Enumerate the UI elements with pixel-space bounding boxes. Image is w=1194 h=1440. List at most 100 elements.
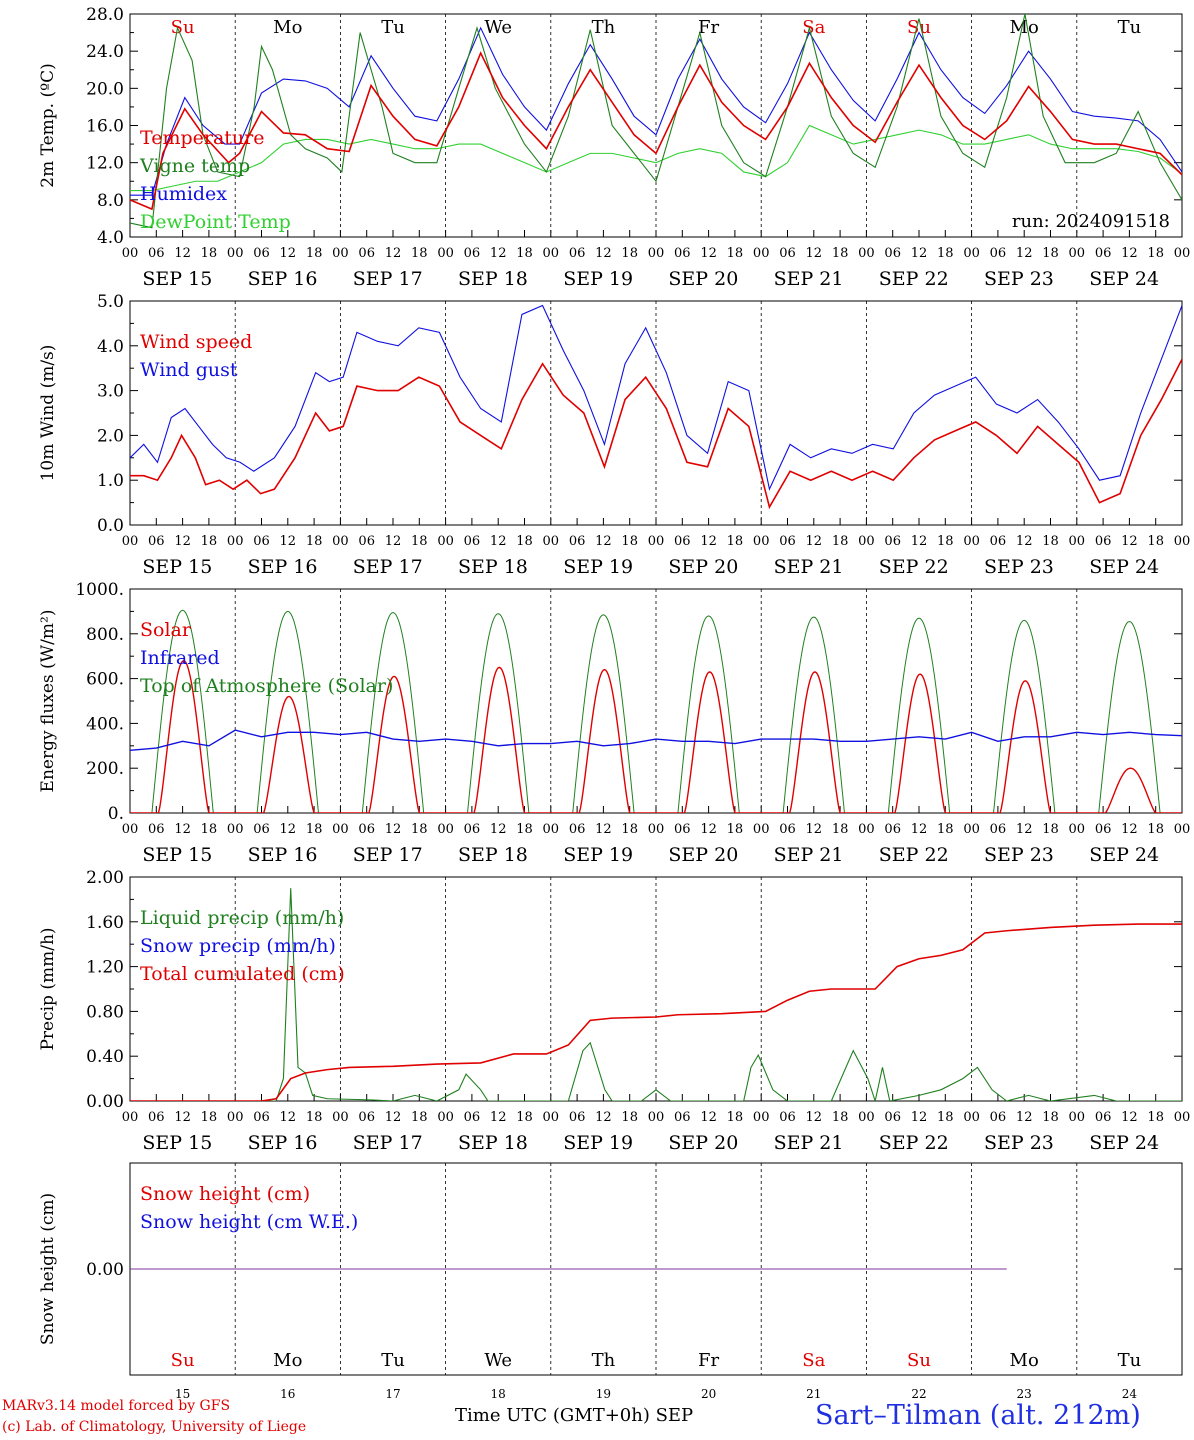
x-hour-label: 12	[911, 1110, 928, 1125]
weekday-label: Su	[907, 17, 931, 38]
x-hour-label: 06	[674, 534, 691, 549]
legend-item: Snow height (cm W.E.)	[140, 1211, 358, 1233]
x-hour-label: 12	[1121, 246, 1138, 261]
x-hour-label: 12	[700, 246, 717, 261]
y-axis-title: Precip (mm/h)	[38, 927, 58, 1050]
x-hour-label: 06	[1095, 1110, 1112, 1125]
x-hour-label: 00	[753, 822, 770, 837]
x-hour-label: 00	[543, 822, 560, 837]
panel-precip: 0.00 0.40 0.80 1.20 1.60 2.00 Precip (mm/h) 00 0…	[38, 868, 1190, 1154]
panel-frame	[129, 300, 1183, 526]
x-hour-label: 18	[411, 246, 428, 261]
x-hour-label: 12	[1121, 822, 1138, 837]
wind-lines	[130, 304, 1182, 510]
x-date-label: SEP 15	[142, 1132, 212, 1154]
legend-item: Wind gust	[140, 359, 238, 381]
y-tick-label: 0.0	[97, 516, 124, 536]
series-dewpoint-temp	[130, 124, 1182, 192]
x-hour-label: 00	[648, 822, 665, 837]
x-date-label: SEP 18	[458, 556, 528, 578]
weekday-label: Tu	[1118, 17, 1142, 38]
x-hour-label: 00	[963, 246, 980, 261]
legend-item: Humidex	[140, 183, 227, 205]
x-date-label: SEP 19	[563, 556, 633, 578]
y-tick-label: 4.0	[97, 337, 124, 357]
x-hour-label: 18	[832, 822, 849, 837]
x-hour-label: 12	[806, 1110, 823, 1125]
y-axis-title: Energy fluxes (W/m²)	[38, 610, 58, 793]
x-hour-label: 18	[937, 822, 954, 837]
x-hour-label: 12	[700, 534, 717, 549]
x-hour-label: 06	[253, 1110, 270, 1125]
x-hour-label: 18	[621, 1110, 638, 1125]
x-hour-label: 00	[858, 534, 875, 549]
weekday-label: Mo	[1010, 1350, 1039, 1371]
x-hour-label: 18	[727, 822, 744, 837]
infrared-line	[130, 729, 1182, 751]
y-tick-label: 1.60	[86, 913, 124, 933]
y-tick-label: 1000.	[75, 580, 124, 600]
y-tick-label: 600.	[86, 670, 124, 690]
x-hour-label: 06	[569, 534, 586, 549]
x-hour-label: 18	[1147, 822, 1164, 837]
x-hour-label: 12	[1016, 534, 1033, 549]
x-hour-label: 18	[516, 246, 533, 261]
legend-item: DewPoint Temp	[140, 211, 291, 233]
x-hour-label: 18	[1147, 534, 1164, 549]
weekday-label: Tu	[381, 17, 405, 38]
weekday-label: Fr	[698, 17, 719, 38]
x-hour-label: 06	[674, 1110, 691, 1125]
x-hour-label: 18	[621, 534, 638, 549]
y-axis-title: 10m Wind (m/s)	[38, 345, 58, 482]
x-date-label: SEP 16	[248, 268, 318, 290]
x-hour-label: 12	[280, 534, 297, 549]
legend-item: Solar	[140, 619, 192, 641]
x-hour-label: 06	[358, 822, 375, 837]
y-tick-label: 2.00	[86, 868, 124, 888]
x-hour-label: 12	[490, 534, 507, 549]
x-hour-label: 06	[779, 534, 796, 549]
x-hour-label: 06	[569, 246, 586, 261]
x-date-label: SEP 20	[668, 844, 738, 866]
x-hour-label: 00	[122, 1110, 139, 1125]
panel-energy: 0. 200. 400. 600. 800. 1000. Energy fluxes (W/…	[38, 580, 1190, 866]
weekday-label: Su	[907, 1350, 931, 1371]
x-hour-label: 18	[411, 1110, 428, 1125]
station-title: Sart–Tilman (alt. 212m)	[815, 1400, 1141, 1431]
weekday-label: Su	[171, 1350, 195, 1371]
x-hour-label: 18	[1147, 1110, 1164, 1125]
x-date-label: SEP 21	[774, 556, 844, 578]
panel-snow: 0.00 Snow height (cm) 15 16 17 18 19 20 21 22 23 24…	[38, 1162, 1183, 1401]
model-credit: MARv3.14 model forced by GFS	[2, 1398, 231, 1414]
x-hour-label: 12	[174, 1110, 191, 1125]
x-hour-label: 00	[1174, 1110, 1191, 1125]
x-date-label: SEP 15	[142, 556, 212, 578]
x-day-number: 18	[491, 1387, 506, 1401]
x-hour-label: 12	[595, 1110, 612, 1125]
x-hour-label: 12	[595, 534, 612, 549]
x-hour-label: 00	[227, 246, 244, 261]
x-hour-label: 12	[806, 534, 823, 549]
x-hour-label: 00	[543, 534, 560, 549]
x-date-label: SEP 21	[774, 844, 844, 866]
series-total-cumulated-cm-	[130, 923, 1182, 1101]
panel-wind: 0.0 1.0 2.0 3.0 4.0 5.0 10m Wind (m/s) 00 06 12 18…	[38, 292, 1190, 578]
x-hour-label: 06	[674, 246, 691, 261]
x-hour-label: 12	[1016, 822, 1033, 837]
x-date-label: SEP 21	[774, 1132, 844, 1154]
x-date-label: SEP 23	[984, 556, 1054, 578]
x-hour-label: 06	[779, 822, 796, 837]
x-hour-label: 12	[700, 1110, 717, 1125]
y-tick-label: 1.0	[97, 471, 124, 491]
x-hour-label: 18	[1147, 246, 1164, 261]
x-hour-label: 06	[464, 822, 481, 837]
x-hour-label: 18	[306, 246, 323, 261]
x-hour-label: 06	[1095, 822, 1112, 837]
x-hour-label: 00	[1069, 246, 1086, 261]
x-hour-label: 00	[543, 1110, 560, 1125]
x-hour-label: 18	[937, 534, 954, 549]
x-date-label: SEP 18	[458, 268, 528, 290]
x-hour-label: 06	[148, 822, 165, 837]
x-hour-label: 06	[358, 534, 375, 549]
x-hour-label: 06	[779, 1110, 796, 1125]
